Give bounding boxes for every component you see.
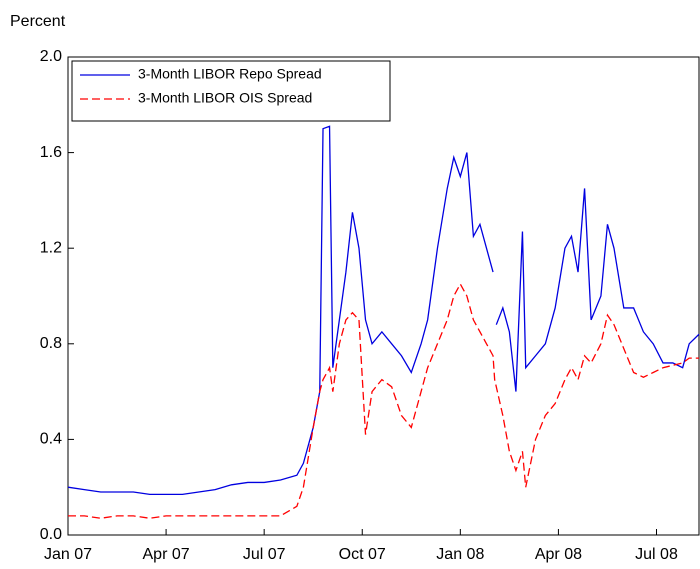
y-tick-label: 1.2 [40, 239, 62, 256]
y-tick-label: 0.8 [40, 335, 62, 352]
line-series [68, 282, 699, 519]
x-tick-label: Apr 08 [535, 546, 582, 563]
legend-label: 3-Month LIBOR Repo Spread [138, 66, 322, 82]
y-axis-label: Percent [10, 13, 66, 30]
x-tick-label: Jul 08 [635, 546, 678, 563]
y-tick-label: 2.0 [40, 48, 62, 65]
y-tick-label: 0.4 [40, 431, 62, 448]
x-tick-label: Apr 07 [143, 546, 190, 563]
legend-box [71, 60, 391, 122]
x-tick-label: Jul 07 [243, 546, 286, 563]
legend-label: 3-Month LIBOR OIS Spread [138, 90, 312, 106]
line-series [67, 125, 700, 496]
x-tick-label: Jan 07 [44, 546, 92, 563]
x-tick-label: Jan 08 [436, 546, 484, 563]
x-tick-label: Oct 07 [339, 546, 386, 563]
y-tick-label: 1.6 [40, 144, 62, 161]
y-tick-label: 0.0 [40, 526, 62, 543]
plot-frame [67, 56, 700, 536]
